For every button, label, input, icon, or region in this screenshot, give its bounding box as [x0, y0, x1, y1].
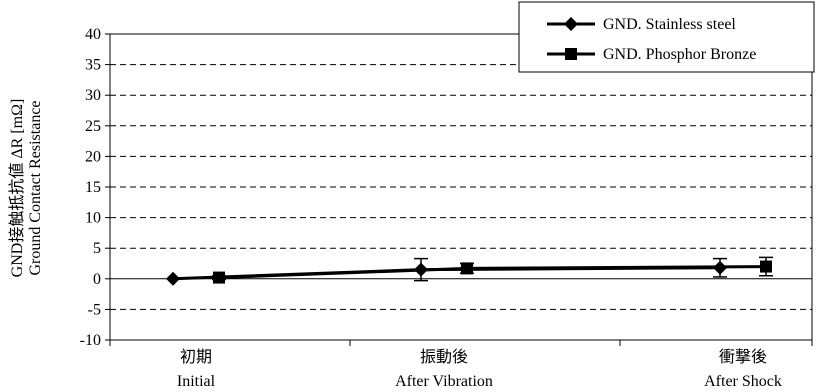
y-tick-labels: -10 -5 0 5 10 15 20 25 30 35 40 [80, 26, 101, 349]
data-point [213, 271, 225, 284]
series-stainless-steel [166, 257, 727, 286]
y-tick-label: 0 [93, 271, 101, 288]
x-tick-label-japanese: 衝撃後 [719, 348, 767, 366]
x-tick-label-english: After Shock [704, 373, 782, 390]
legend: GND. Stainless steel GND. Phosphor Bronze [518, 1, 815, 73]
legend-marker [564, 17, 578, 31]
legend-marker [565, 48, 577, 60]
series-line [218, 265, 767, 280]
x-tick-label-english: Initial [177, 373, 216, 390]
y-tick-label: 30 [85, 87, 101, 104]
y-tick-label: 15 [85, 179, 101, 196]
legend-label: GND. Phosphor Bronze [603, 46, 756, 63]
x-tick-labels: 初期 Initial 振動後 After Vibration 衝撃後 After Shoc… [177, 348, 782, 390]
y-axis-label-japanese: GND接触抵抗値 ΔR [mΩ] [8, 99, 26, 278]
y-axis-label-english: Ground Contact Resistance [27, 100, 44, 275]
y-tick-label: 20 [85, 148, 101, 165]
y-axis-label: GND接触抵抗値 ΔR [mΩ] Ground Contact Resistan… [8, 99, 44, 278]
y-tick-label: -10 [80, 332, 101, 349]
legend-label: GND. Stainless steel [603, 16, 736, 33]
series-layer [166, 256, 773, 286]
y-tick-label: 5 [93, 240, 101, 257]
x-tick-label-japanese: 振動後 [420, 348, 468, 366]
y-tick-label: 25 [85, 118, 101, 135]
data-point [166, 271, 180, 286]
axes [105, 33, 813, 346]
legend-box [518, 1, 815, 73]
data-point [760, 260, 772, 273]
y-tick-label: -5 [88, 301, 101, 318]
x-tick-label-english: After Vibration [395, 373, 493, 390]
data-point [461, 262, 473, 275]
y-tick-label: 35 [85, 57, 101, 74]
y-tick-label: 40 [85, 26, 101, 43]
x-tick-label-japanese: 初期 [180, 348, 212, 366]
series-phosphor-bronze [212, 256, 773, 284]
y-tick-label: 10 [85, 210, 101, 227]
